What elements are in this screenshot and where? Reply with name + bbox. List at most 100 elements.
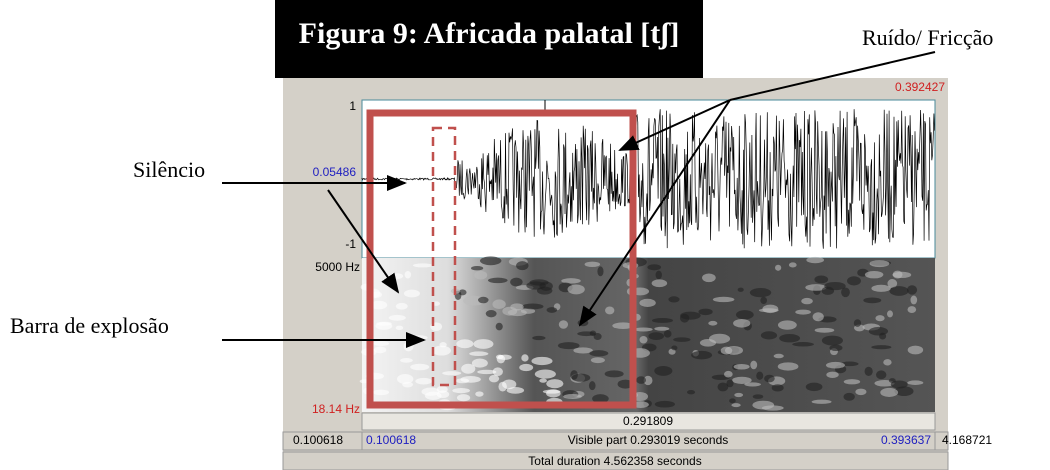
spectrogram-blob [475, 391, 484, 397]
cursor-time: 0.392427 [895, 80, 945, 94]
spectrogram-blob [750, 360, 758, 370]
spectrogram-blob [792, 342, 814, 347]
spectrogram-blob [735, 310, 754, 320]
spectrogram-blob [584, 261, 601, 268]
spectrogram-blob [376, 321, 392, 326]
spectrogram-blob [442, 371, 462, 376]
fricative-box [366, 109, 637, 409]
spectrogram-blob [592, 394, 609, 404]
spectrogram-blob [510, 277, 523, 287]
spectrogram-blob [890, 380, 908, 389]
spectrogram-blob [496, 354, 506, 364]
spectrogram-blob [814, 327, 835, 333]
spectrogram-blob [673, 337, 691, 342]
spectrogram-blob [691, 350, 713, 360]
spectrogram-blob [655, 270, 662, 280]
spectrogram-blob [597, 266, 604, 277]
spectrogram-blob [473, 339, 494, 349]
spectrogram-blob [388, 314, 406, 321]
spectrogram-blob [392, 273, 404, 279]
spectrogram-blob [502, 379, 517, 390]
spectrogram-blob [888, 378, 896, 384]
spectrogram-blob [668, 296, 680, 303]
spectrogram-blob [825, 361, 845, 369]
spectrogram-blob [840, 361, 859, 367]
spectrogram-blob [812, 312, 824, 322]
spectrogram-blob [477, 369, 497, 375]
spectrogram-blob [639, 335, 648, 344]
spectrogram-blob [806, 256, 825, 264]
spectrogram-blob [478, 296, 489, 304]
selection-duration: 0.291809 [623, 414, 673, 428]
silence-label: Silêncio [133, 157, 205, 182]
spectrogram-blob [886, 310, 893, 318]
amp-min: -1 [345, 237, 356, 251]
spectrogram-blob [737, 287, 744, 292]
spectrogram-blob [752, 394, 764, 399]
spectrogram-blob [732, 376, 752, 384]
spectrogram-blob [521, 303, 544, 310]
spectrogram-blob [520, 308, 536, 314]
spectrogram-blob [395, 302, 408, 310]
spectrogram-blob [415, 377, 433, 385]
spectrogram-blob [752, 400, 775, 410]
burst-label: Barra de explosão [10, 313, 169, 338]
spectrogram-blob [373, 346, 387, 354]
spectrogram-blob [907, 345, 924, 355]
spectrogram-blob [421, 387, 440, 396]
spectrogram-blob [731, 403, 741, 408]
spectrogram-blob [756, 371, 764, 380]
spectrogram-blob [744, 382, 761, 387]
spectrogram-blob [539, 281, 553, 291]
spectrogram-blob [847, 276, 861, 286]
left-outside: 0.100618 [293, 433, 343, 447]
spectrogram-blob [593, 333, 602, 341]
spectrogram-blob [546, 389, 561, 398]
spectrogram-blob [679, 313, 690, 323]
spectrogram-blob [563, 393, 582, 400]
spectrogram-blob [864, 366, 873, 376]
spectrogram-blob [495, 322, 503, 331]
spectrogram-blob [534, 369, 556, 379]
spectrogram-blob [617, 379, 634, 389]
spectrogram-blob [805, 284, 827, 291]
spectrogram-blob [910, 295, 918, 305]
noise-label: Ruído/ Fricção [862, 25, 993, 50]
spectrogram-blob [651, 279, 668, 288]
spectrogram-blob [821, 335, 843, 346]
spectrogram-blob [698, 308, 713, 316]
spectrogram-blob [412, 263, 433, 268]
spectrogram-blob [370, 300, 388, 310]
spectrogram-blob [452, 387, 470, 394]
selection-bar [361, 412, 936, 431]
spectrogram-blob [506, 387, 525, 394]
spectrogram-blob [487, 277, 508, 284]
spectrogram-blob [894, 386, 914, 397]
spectrogram-blob [510, 303, 524, 311]
spectrogram-blob [546, 307, 558, 313]
spectrogram-blob [733, 318, 751, 328]
spectrogram-blob [456, 339, 474, 349]
spectrogram-blob [773, 353, 784, 359]
spectrogram-blob [561, 278, 581, 284]
spectrogram-blob [519, 363, 534, 372]
view-start: 0.100618 [366, 433, 416, 447]
spectrogram-blob [871, 284, 891, 292]
spectrogram-blob [570, 370, 578, 380]
freq-max: 5000 Hz [315, 260, 360, 274]
amp-cursor: 0.05486 [313, 165, 357, 179]
spectrogram-blob [469, 351, 489, 357]
spectrogram-blob [654, 400, 675, 408]
spectrogram-blob [869, 260, 890, 268]
spectrogram-blob [636, 376, 647, 384]
spectrogram-blob [795, 309, 811, 315]
spectrogram-blob [558, 320, 569, 329]
spectrogram-blob [843, 392, 855, 401]
spectrogram-blob [410, 363, 430, 371]
spectrogram-blob [488, 374, 500, 383]
spectrogram-blob [479, 256, 502, 266]
spectrogram-blob [717, 382, 729, 392]
spectrogram-blob [605, 306, 615, 315]
spectrogram-blob [841, 287, 850, 298]
